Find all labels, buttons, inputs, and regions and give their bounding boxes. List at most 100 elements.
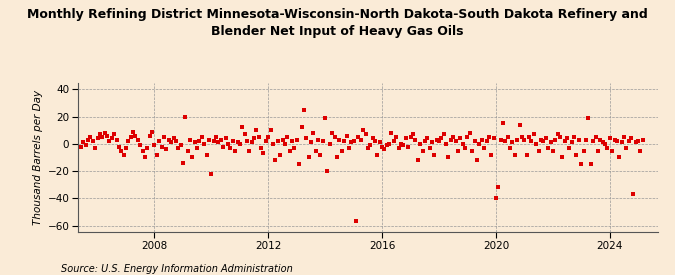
Point xyxy=(602,146,613,150)
Point xyxy=(107,136,117,141)
Point xyxy=(384,142,395,146)
Point xyxy=(244,148,254,153)
Point xyxy=(142,146,153,150)
Point xyxy=(609,138,620,142)
Point xyxy=(298,108,309,112)
Point xyxy=(230,148,240,153)
Point xyxy=(624,139,634,143)
Point xyxy=(237,125,248,130)
Point xyxy=(533,148,544,153)
Point xyxy=(491,196,502,200)
Point xyxy=(379,147,389,152)
Point xyxy=(507,140,518,145)
Point xyxy=(422,136,433,141)
Point xyxy=(308,131,319,135)
Point xyxy=(111,138,122,142)
Point xyxy=(597,140,608,145)
Point xyxy=(329,135,340,139)
Point xyxy=(306,140,317,145)
Point xyxy=(535,138,546,142)
Point xyxy=(149,143,160,147)
Point xyxy=(334,138,345,142)
Point xyxy=(469,139,480,143)
Point xyxy=(265,128,276,132)
Point xyxy=(317,139,328,143)
Point xyxy=(135,143,146,147)
Point xyxy=(161,147,172,152)
Point xyxy=(621,146,632,150)
Point xyxy=(242,139,252,143)
Point xyxy=(433,139,444,143)
Point xyxy=(246,140,257,145)
Point xyxy=(516,135,527,139)
Point xyxy=(531,142,542,146)
Point xyxy=(248,136,259,141)
Point xyxy=(170,139,181,143)
Point xyxy=(394,146,404,150)
Point xyxy=(364,143,375,147)
Point xyxy=(353,135,364,139)
Point xyxy=(549,138,560,142)
Point xyxy=(113,144,124,149)
Point xyxy=(270,158,281,162)
Point xyxy=(412,158,423,162)
Point xyxy=(178,161,188,165)
Point xyxy=(227,139,238,143)
Point xyxy=(97,135,108,139)
Point xyxy=(599,142,610,146)
Point xyxy=(187,155,198,160)
Point xyxy=(614,155,624,160)
Point xyxy=(173,146,184,150)
Point xyxy=(448,135,458,139)
Point xyxy=(130,133,141,138)
Point xyxy=(196,135,207,139)
Point xyxy=(403,144,414,149)
Point xyxy=(355,138,366,142)
Point xyxy=(128,129,138,134)
Point xyxy=(225,146,236,150)
Point xyxy=(296,125,307,130)
Point xyxy=(417,148,428,153)
Point xyxy=(560,139,570,143)
Point xyxy=(289,146,300,150)
Point xyxy=(336,148,347,153)
Point xyxy=(209,139,219,143)
Point xyxy=(427,140,437,145)
Point xyxy=(486,153,497,157)
Point xyxy=(331,155,342,160)
Point xyxy=(593,148,603,153)
Point xyxy=(261,139,271,143)
Point xyxy=(502,135,513,139)
Point xyxy=(540,136,551,141)
Point xyxy=(414,142,425,146)
Point xyxy=(215,138,226,142)
Point xyxy=(431,138,442,142)
Point xyxy=(258,151,269,156)
Point xyxy=(569,135,580,139)
Point xyxy=(234,142,245,146)
Point xyxy=(580,138,591,142)
Point xyxy=(201,153,212,157)
Point xyxy=(251,128,262,132)
Point xyxy=(477,138,487,142)
Point xyxy=(493,185,504,190)
Point xyxy=(206,172,217,176)
Point xyxy=(286,139,297,143)
Point xyxy=(453,148,464,153)
Point xyxy=(381,143,392,147)
Point xyxy=(398,143,409,147)
Point xyxy=(159,135,169,139)
Point xyxy=(303,155,314,160)
Point xyxy=(211,135,221,139)
Point xyxy=(628,192,639,196)
Point xyxy=(239,132,250,136)
Point xyxy=(327,131,338,135)
Point xyxy=(474,142,485,146)
Point xyxy=(132,138,143,142)
Point xyxy=(377,144,387,149)
Point xyxy=(436,136,447,141)
Point xyxy=(419,139,430,143)
Point xyxy=(410,138,421,142)
Point xyxy=(564,146,574,150)
Point xyxy=(481,139,492,143)
